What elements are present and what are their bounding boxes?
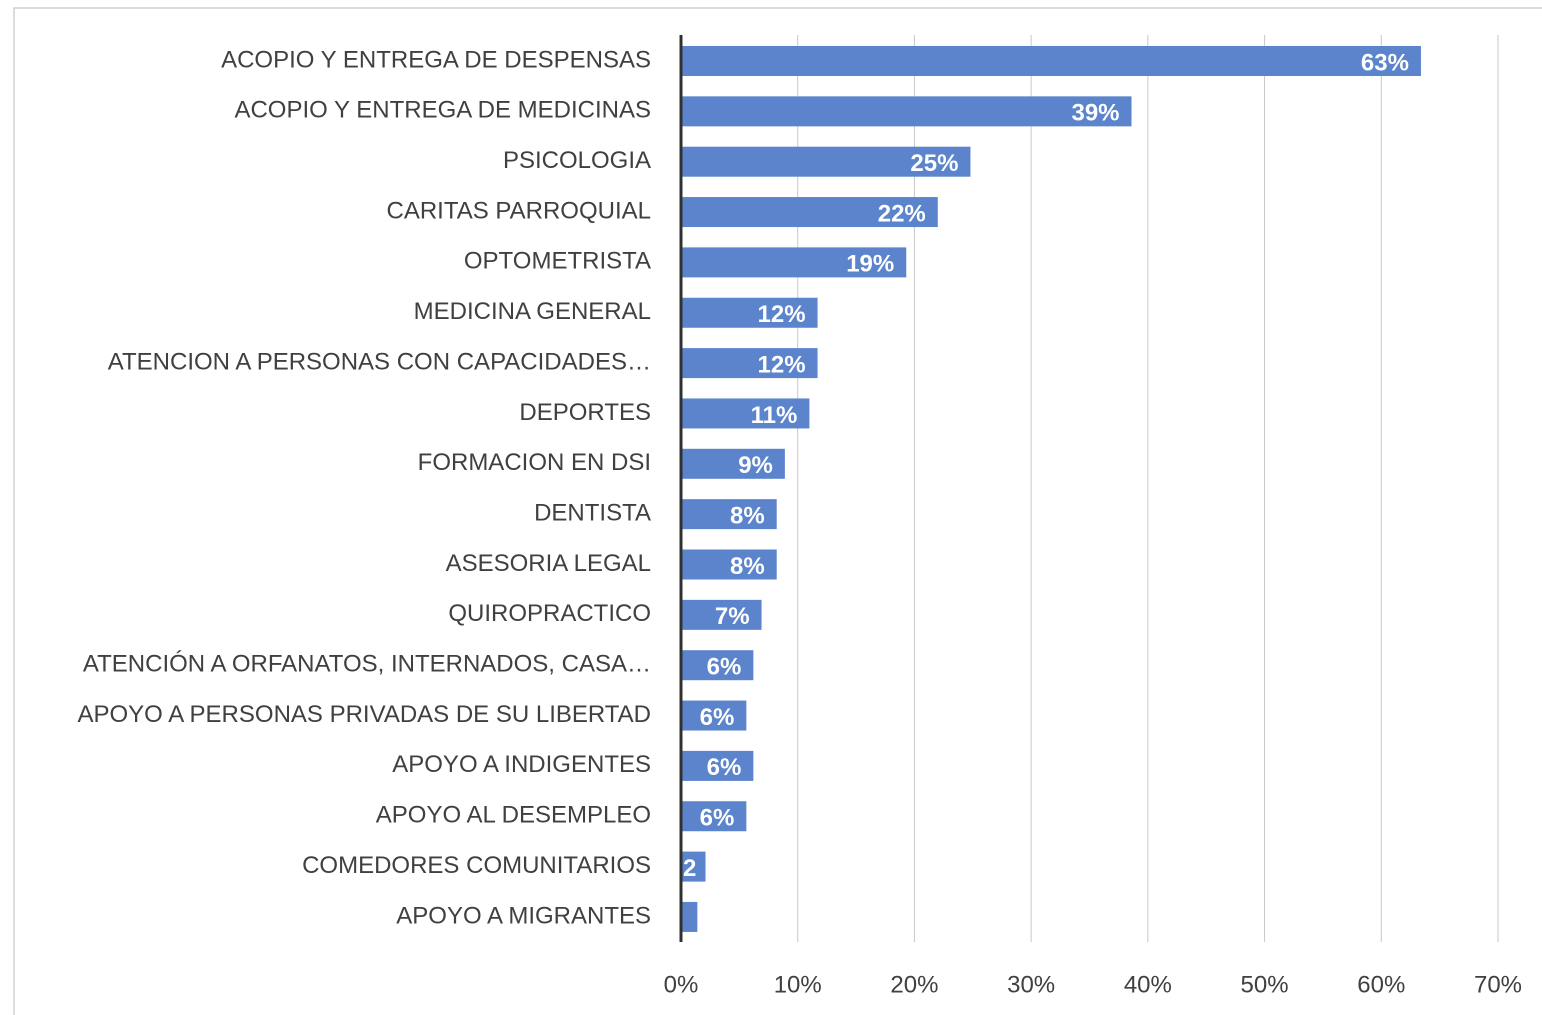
y-tick-label: ATENCION A PERSONAS CON CAPACIDADES… — [108, 348, 651, 375]
y-tick-label: CARITAS PARROQUIAL — [387, 197, 652, 224]
bar — [681, 398, 810, 429]
y-tick-label: DENTISTA — [534, 499, 651, 526]
data-label: 63% — [1361, 49, 1409, 76]
bar — [681, 448, 785, 479]
bar — [681, 700, 747, 731]
y-tick-label: APOYO A MIGRANTES — [396, 902, 651, 929]
x-tick-label: 40% — [1124, 971, 1172, 998]
y-tick-label: QUIROPRACTICO — [448, 600, 651, 627]
data-label: 8% — [730, 502, 765, 529]
y-tick-label: MEDICINA GENERAL — [414, 298, 651, 325]
x-tick-label: 20% — [890, 971, 938, 998]
y-tick-label: APOYO A PERSONAS PRIVADAS DE SU LIBERTAD — [77, 701, 651, 728]
y-tick-label: ACOPIO Y ENTREGA DE DESPENSAS — [221, 46, 651, 73]
y-tick-label: OPTOMETRISTA — [464, 248, 651, 275]
data-label: 12% — [758, 301, 806, 328]
data-label: 6% — [707, 654, 742, 681]
bar — [681, 297, 818, 328]
data-label: 8% — [730, 553, 765, 580]
data-label: 19% — [846, 251, 894, 278]
data-label: 9% — [738, 452, 773, 479]
data-label: 6% — [700, 805, 735, 832]
data-label: 6% — [707, 754, 742, 781]
bar — [681, 650, 754, 681]
data-label: 25% — [910, 150, 958, 177]
bar — [681, 599, 762, 630]
bar — [681, 247, 907, 278]
data-label: 6% — [700, 704, 735, 731]
x-tick-label: 50% — [1241, 971, 1289, 998]
x-tick-label: 60% — [1357, 971, 1405, 998]
bar — [681, 801, 747, 832]
y-tick-label: FORMACION EN DSI — [418, 449, 651, 476]
data-label: 7% — [715, 603, 750, 630]
y-tick-label: ATENCIÓN A ORFANATOS, INTERNADOS, CASA… — [83, 651, 651, 678]
x-tick-label: 10% — [774, 971, 822, 998]
data-label: 22% — [878, 200, 926, 227]
bar — [681, 96, 1132, 127]
data-label: 39% — [1071, 100, 1119, 127]
y-tick-label: PSICOLOGIA — [503, 147, 651, 174]
data-label: 12% — [758, 351, 806, 378]
data-label: 11% — [751, 402, 798, 429]
bar — [681, 348, 818, 379]
bar — [681, 499, 777, 530]
x-tick-label: 0% — [664, 971, 699, 998]
bar — [681, 549, 777, 580]
bar — [681, 46, 1421, 76]
bar — [681, 901, 698, 932]
y-tick-label: APOYO A INDIGENTES — [392, 751, 651, 778]
bar — [681, 851, 706, 882]
y-tick-label: ACOPIO Y ENTREGA DE MEDICINAS — [234, 97, 651, 124]
bar — [681, 197, 938, 228]
bar — [681, 750, 754, 781]
y-tick-label: ASESORIA LEGAL — [446, 550, 651, 577]
bar — [681, 146, 971, 177]
y-tick-label: APOYO AL DESEMPLEO — [376, 802, 651, 829]
data-label: 2 — [683, 855, 696, 882]
y-tick-label: DEPORTES — [519, 399, 651, 426]
x-tick-label: 70% — [1474, 971, 1522, 998]
x-tick-label: 30% — [1007, 971, 1055, 998]
y-tick-label: COMEDORES COMUNITARIOS — [302, 852, 651, 879]
